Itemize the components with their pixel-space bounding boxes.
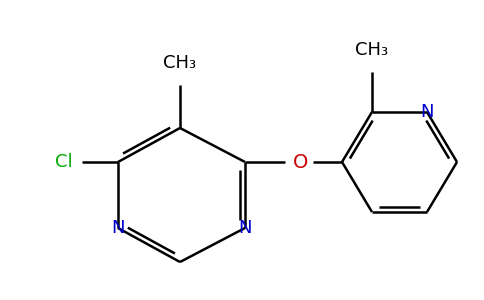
Text: N: N — [238, 219, 252, 237]
Text: N: N — [111, 219, 125, 237]
Text: CH₃: CH₃ — [164, 54, 197, 72]
Text: Cl: Cl — [55, 153, 73, 171]
Text: N: N — [420, 103, 434, 121]
Text: O: O — [293, 152, 309, 172]
Text: CH₃: CH₃ — [355, 41, 389, 59]
